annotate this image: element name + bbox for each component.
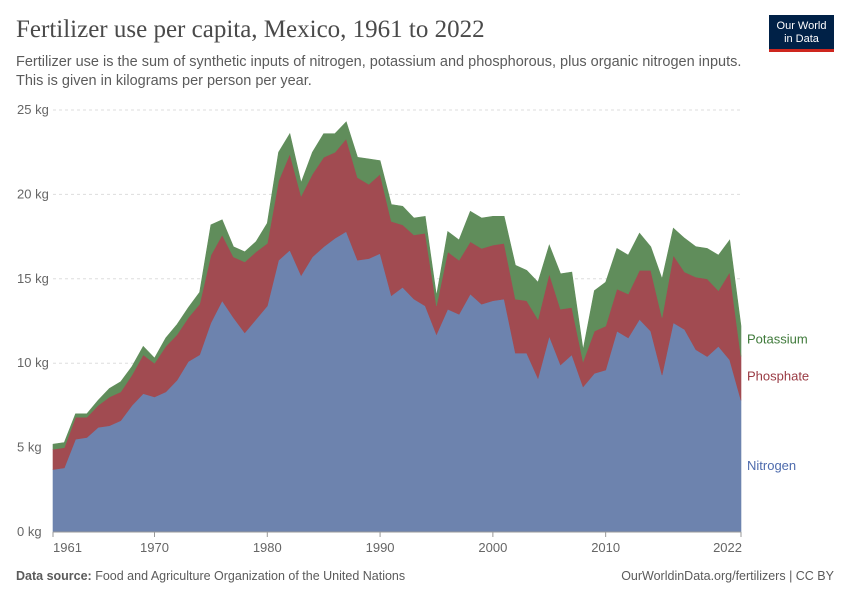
y-tick-label: 5 kg <box>17 440 42 455</box>
y-tick-label: 20 kg <box>17 186 49 201</box>
data-source: Data source: Food and Agriculture Organi… <box>16 569 405 583</box>
y-tick-label: 15 kg <box>17 271 49 286</box>
stacked-areas[interactable] <box>52 121 742 533</box>
axes: 0 kg 5 kg 10 kg 15 kg 20 kg 25 kg 1961 1970 1980… <box>17 102 742 555</box>
logo-line-2: in Data <box>784 32 819 45</box>
source-url[interactable]: OurWorldinData.org/fertilizers | CC BY <box>621 569 834 583</box>
x-tick-label: 2000 <box>478 540 507 555</box>
chart-subtitle: Fertilizer use is the sum of synthetic i… <box>16 54 742 89</box>
potassium-label[interactable]: Potassium <box>747 332 808 347</box>
y-tick-label: 10 kg <box>17 355 49 370</box>
x-tick-label: 1980 <box>253 540 282 555</box>
potassium-area[interactable] <box>52 121 742 450</box>
x-tick-label: 1961 <box>53 540 82 555</box>
data-source-text[interactable]: Food and Agriculture Organization of the… <box>95 569 406 583</box>
logo-line-1: Our World <box>776 20 827 32</box>
x-tick-label: 1990 <box>366 540 395 555</box>
x-tick-label: 2010 <box>591 540 620 555</box>
nitrogen-label[interactable]: Nitrogen <box>747 458 796 473</box>
phosphate-label[interactable]: Phosphate <box>747 369 809 384</box>
data-source-label: Data source: <box>16 569 92 583</box>
owid-logo[interactable]: Our World in Data <box>769 15 834 52</box>
y-tick-label: 0 kg <box>17 524 42 539</box>
series-labels: Nitrogen Phosphate Potassium <box>747 332 809 474</box>
y-tick-label: 25 kg <box>17 102 49 117</box>
x-tick-label: 2022 <box>713 540 742 555</box>
x-tick-label: 1970 <box>140 540 169 555</box>
chart-title: Fertilizer use per capita, Mexico, 1961 … <box>16 16 485 43</box>
